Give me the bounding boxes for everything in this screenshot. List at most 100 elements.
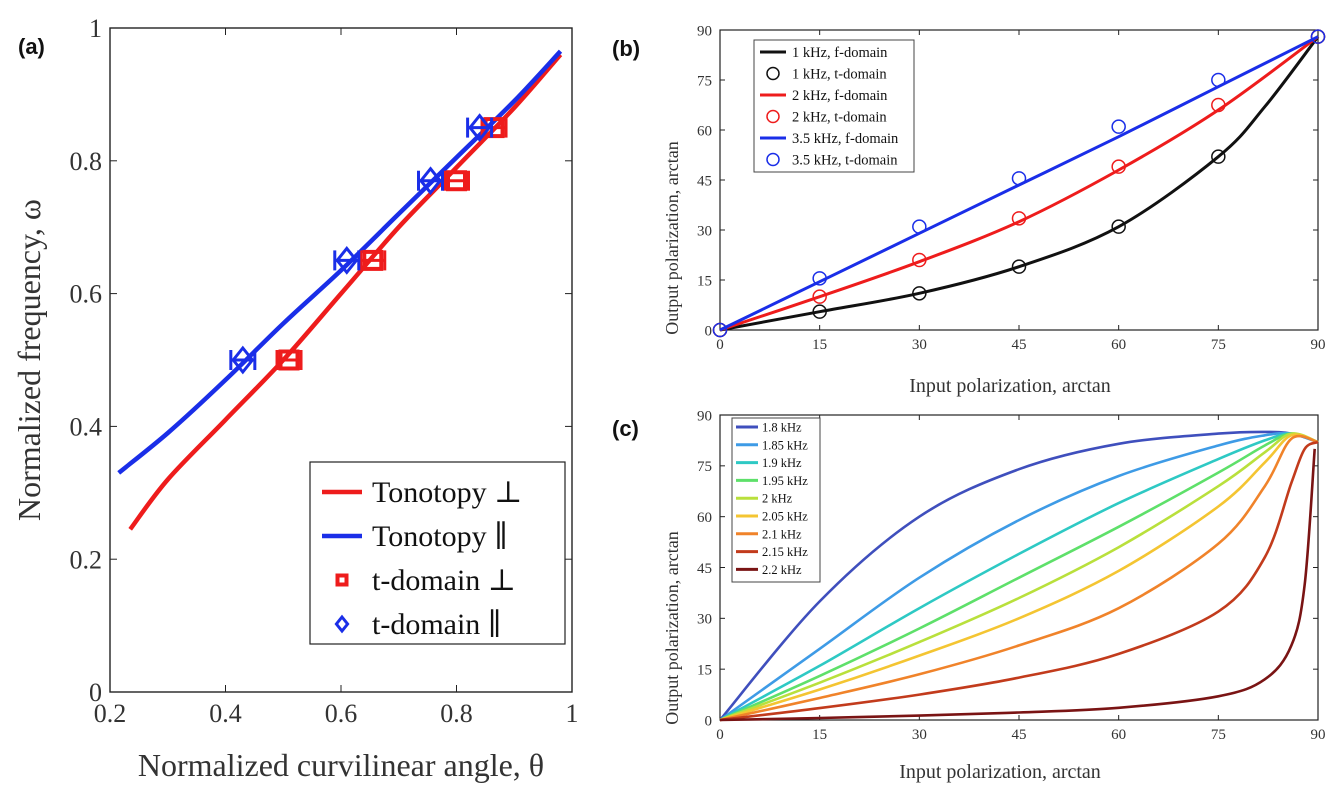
panel-c-xlabel: Input polarization, arctan xyxy=(899,761,1101,783)
data-point xyxy=(912,286,927,301)
x-tick-label: 60 xyxy=(1111,727,1126,743)
y-tick-label: 90 xyxy=(697,408,712,424)
legend-swatch xyxy=(766,66,780,81)
legend-label: 2.15 kHz xyxy=(762,545,808,559)
x-tick-label: 30 xyxy=(912,727,927,743)
series-line-0 xyxy=(719,35,1320,332)
legend-label: 1.9 kHz xyxy=(762,456,802,470)
panel-a-plot-area xyxy=(117,49,563,531)
panel-b-legend-box xyxy=(753,39,915,173)
legend-label: 2.1 kHz xyxy=(762,527,802,541)
data-point xyxy=(1211,97,1226,113)
series-line-2 xyxy=(719,35,1319,332)
legend-label: t-domain ∥ xyxy=(372,608,502,641)
series-line-4 xyxy=(719,432,1319,722)
panel-b-ticks: 0 15 30 45 60 75 90 0 15 30 45 60 75 90 xyxy=(697,23,1326,353)
x-tick-label: 1 xyxy=(566,699,579,728)
data-point xyxy=(1111,219,1126,234)
data-point xyxy=(912,252,927,268)
series-line-1 xyxy=(117,49,563,475)
y-tick-label: 0.8 xyxy=(70,147,103,176)
data-point xyxy=(362,249,384,271)
panel-c-ylabel: Output polarization, arctan xyxy=(662,531,682,724)
legend-label: 3.5 kHz, f-domain xyxy=(792,131,899,147)
x-tick-label: 0 xyxy=(716,727,724,743)
x-tick-label: 75 xyxy=(1211,727,1226,743)
y-tick-label: 75 xyxy=(697,73,712,89)
data-point xyxy=(1211,149,1226,164)
data-point xyxy=(278,349,300,371)
legend-label: t-domain ⊥ xyxy=(372,564,516,597)
y-tick-label: 15 xyxy=(697,662,712,678)
panel-c-plot-area xyxy=(719,430,1319,722)
legend-label: 1.85 kHz xyxy=(762,438,808,452)
legend-label: 1 kHz, t-domain xyxy=(792,67,887,83)
legend-label: Tonotopy ∥ xyxy=(372,520,508,553)
legend-label: 1.95 kHz xyxy=(762,474,808,488)
data-point xyxy=(712,322,728,338)
data-point xyxy=(1011,259,1027,274)
legend-label: 2 kHz, t-domain xyxy=(792,110,887,126)
y-tick-label: 1 xyxy=(89,14,102,43)
y-tick-label: 30 xyxy=(697,223,712,239)
legend-label: 1 kHz, f-domain xyxy=(792,45,888,61)
data-point xyxy=(446,170,467,192)
legend-label: 1.8 kHz xyxy=(762,421,802,435)
y-tick-label: 45 xyxy=(697,561,712,577)
series-line-3 xyxy=(719,432,1319,722)
x-tick-label: 45 xyxy=(1012,337,1027,353)
y-tick-label: 0.4 xyxy=(70,413,103,442)
panel-a: 0.2 0.4 0.6 0.8 100.20.40.60.81 (a) Normaliz… xyxy=(11,14,579,783)
y-tick-label: 0.2 xyxy=(70,545,103,574)
legend-label: 2 kHz xyxy=(762,492,793,506)
data-point xyxy=(1211,72,1226,88)
series-line-1 xyxy=(719,431,1319,722)
y-tick-label: 30 xyxy=(697,612,712,628)
data-point xyxy=(1011,171,1027,186)
series-line-7 xyxy=(719,440,1319,722)
data-point xyxy=(912,219,927,234)
x-tick-label: 0.4 xyxy=(209,699,242,728)
panel-b-tag: (b) xyxy=(612,36,640,61)
data-point xyxy=(812,304,827,319)
y-tick-label: 0 xyxy=(705,713,713,729)
panel-b-ylabel: Output polarization, arctan xyxy=(662,141,682,334)
y-tick-label: 60 xyxy=(697,510,712,526)
x-tick-label: 0.6 xyxy=(325,699,358,728)
panel-a-ylabel: Normalized frequency, ω xyxy=(11,199,47,521)
legend-label: 2.05 kHz xyxy=(762,510,808,524)
data-point xyxy=(231,345,255,375)
panel-b-plot-area xyxy=(712,29,1326,338)
panel-b-xlabel: Input polarization, arctan xyxy=(909,375,1111,397)
data-point xyxy=(1111,159,1126,174)
y-tick-label: 60 xyxy=(697,123,712,139)
series-line-2 xyxy=(719,432,1319,722)
legend-swatch xyxy=(766,152,780,167)
panel-a-tag: (a) xyxy=(18,34,45,59)
panel-a-ticks: 0.2 0.4 0.6 0.8 100.20.40.60.81 xyxy=(70,14,579,728)
series-line-0 xyxy=(719,430,1319,721)
y-tick-label: 0 xyxy=(705,323,713,339)
y-tick-label: 90 xyxy=(697,23,712,39)
panel-b: 0 15 30 45 60 75 90 0 15 30 45 60 75 90 (b) Input pol… xyxy=(612,23,1326,397)
x-tick-label: 15 xyxy=(812,727,827,743)
y-tick-label: 15 xyxy=(697,273,712,289)
legend-swatch xyxy=(334,614,350,634)
x-tick-label: 15 xyxy=(812,337,827,353)
legend-swatch xyxy=(766,109,780,124)
panel-a-legend: Tonotopy ⊥ Tonotopy ∥ t-domain ⊥ t-domain ∥ xyxy=(309,461,566,645)
series-line-8 xyxy=(719,448,1316,722)
data-point xyxy=(812,289,827,304)
x-tick-label: 30 xyxy=(912,337,927,353)
data-point xyxy=(1111,119,1126,134)
x-tick-label: 0.2 xyxy=(94,699,127,728)
x-tick-label: 45 xyxy=(1012,727,1027,743)
data-point xyxy=(335,245,359,275)
y-tick-label: 45 xyxy=(697,173,712,189)
x-tick-label: 0 xyxy=(716,337,724,353)
legend-label: 3.5 kHz, t-domain xyxy=(792,153,898,169)
panel-a-xlabel: Normalized curvilinear angle, θ xyxy=(138,747,544,783)
x-tick-label: 0.8 xyxy=(440,699,473,728)
x-tick-label: 75 xyxy=(1211,337,1226,353)
